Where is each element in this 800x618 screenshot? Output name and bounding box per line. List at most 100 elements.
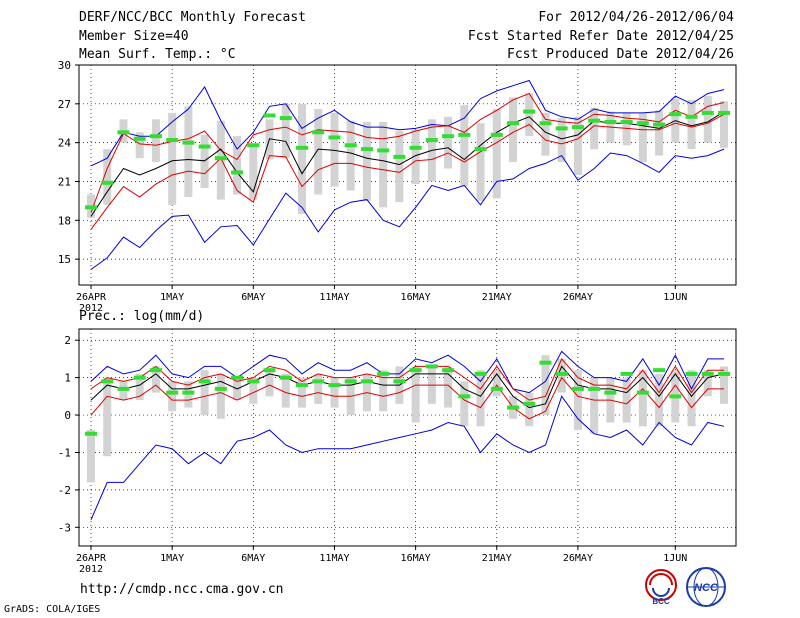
ncc-logo: NCC bbox=[686, 567, 726, 607]
temp-range-bar bbox=[379, 121, 388, 208]
forecast-produced-date: Fcst Produced Date 2012/04/26 bbox=[507, 47, 734, 62]
temp-median-marker bbox=[685, 114, 698, 119]
temp-range-bar bbox=[151, 119, 160, 163]
temp-range-bar bbox=[557, 118, 566, 163]
precip-median-marker bbox=[166, 390, 179, 395]
temp-median-marker bbox=[166, 138, 179, 143]
temp-lower-spread-line bbox=[90, 113, 725, 230]
precip-range-bar bbox=[541, 355, 550, 416]
bcc-logo: BCC bbox=[645, 569, 677, 606]
temp-ensemble-max-line bbox=[90, 79, 725, 167]
temp-range-bar bbox=[314, 109, 323, 195]
svg-text:NCC: NCC bbox=[694, 582, 719, 594]
temp-x-tick-label: 6MAY bbox=[241, 292, 265, 303]
temp-median-marker bbox=[296, 145, 308, 150]
precip-range-bar bbox=[281, 373, 290, 408]
temp-median-marker bbox=[653, 122, 666, 127]
temp-range-bar bbox=[509, 97, 517, 163]
precip-range-bar bbox=[655, 373, 664, 427]
precip-y-tick-label: 2 bbox=[64, 334, 71, 347]
temp-median-marker bbox=[442, 134, 455, 139]
precip-range-bar bbox=[249, 377, 258, 404]
precip-x-tick-label: 1MAY bbox=[160, 553, 184, 564]
temp-range-bar bbox=[492, 109, 501, 199]
temp-range-bar bbox=[346, 120, 355, 191]
precip-x-tick-label: 26MAY bbox=[563, 553, 593, 564]
precip-variable-label: Prec.: log(mm/d) bbox=[79, 309, 205, 324]
temp-mean-line bbox=[90, 111, 725, 217]
temp-median-marker bbox=[149, 134, 162, 139]
precip-range-bar bbox=[525, 392, 534, 427]
temp-median-marker bbox=[669, 112, 682, 117]
temp-median-marker bbox=[231, 170, 244, 175]
precip-range-bar bbox=[330, 377, 339, 408]
temp-range-bar bbox=[541, 112, 550, 156]
precip-median-marker bbox=[182, 390, 195, 395]
temp-range-bar bbox=[233, 136, 242, 195]
precip-y-tick-label: 1 bbox=[64, 372, 71, 385]
precip-median-marker bbox=[117, 386, 130, 391]
temp-median-marker bbox=[344, 143, 357, 148]
precip-x-tick-label: 21MAY bbox=[482, 553, 512, 564]
precip-median-marker bbox=[588, 386, 601, 391]
temp-median-marker bbox=[101, 180, 114, 185]
precip-range-bar bbox=[168, 381, 177, 412]
temp-range-bar bbox=[460, 105, 469, 187]
temp-median-marker bbox=[620, 119, 633, 124]
precip-median-marker bbox=[85, 431, 97, 436]
temp-range-bar bbox=[249, 143, 258, 200]
precip-y-tick-label: 0 bbox=[64, 409, 71, 422]
precip-median-marker bbox=[312, 379, 325, 384]
temp-y-tick-label: 21 bbox=[58, 175, 71, 188]
precip-median-marker bbox=[263, 368, 276, 373]
forecast-period: For 2012/04/26-2012/06/04 bbox=[538, 10, 734, 25]
temp-plot-frame bbox=[78, 64, 737, 286]
temp-median-marker bbox=[588, 118, 601, 123]
precip-range-bar bbox=[265, 370, 274, 397]
precip-range-bar bbox=[379, 370, 388, 412]
temp-median-marker bbox=[425, 138, 438, 143]
temp-median-marker bbox=[636, 121, 649, 126]
precip-range-bar bbox=[573, 370, 582, 431]
temp-range-bar bbox=[298, 103, 306, 214]
precip-range-bar bbox=[476, 370, 485, 427]
variable-label: Mean Surf. Temp.: °C bbox=[79, 47, 236, 62]
precip-y-tick-label: -1 bbox=[58, 446, 71, 459]
temp-median-marker bbox=[279, 116, 292, 121]
precip-median-marker bbox=[490, 386, 503, 391]
precip-x-tick-label: 6MAY bbox=[241, 553, 265, 564]
precip-median-marker bbox=[425, 364, 438, 369]
precip-range-bar bbox=[444, 366, 453, 408]
temp-range-bar bbox=[444, 116, 453, 169]
temp-range-bar bbox=[395, 131, 404, 203]
precip-range-bar bbox=[638, 370, 647, 427]
precip-median-marker bbox=[442, 368, 455, 373]
precip-median-marker bbox=[458, 394, 471, 399]
precip-median-marker bbox=[393, 379, 406, 384]
temp-range-bar bbox=[720, 101, 728, 148]
precip-x-tick-label: 1JUN bbox=[663, 553, 687, 564]
precip-median-marker bbox=[101, 379, 114, 384]
temp-range-bar bbox=[411, 129, 420, 185]
precip-median-marker bbox=[653, 368, 666, 373]
precip-y-tick-label: -3 bbox=[58, 521, 71, 534]
temp-median-marker bbox=[133, 136, 146, 141]
precip-upper-spread-line bbox=[90, 357, 724, 401]
precip-median-marker bbox=[149, 368, 162, 373]
temp-median-marker bbox=[458, 132, 471, 137]
precip-lower-spread-line bbox=[90, 376, 724, 420]
precip-range-bar bbox=[687, 370, 696, 427]
temp-median-marker bbox=[393, 154, 406, 159]
temp-range-bar bbox=[525, 93, 534, 137]
temp-median-marker bbox=[247, 143, 260, 148]
temp-range-bar bbox=[703, 96, 712, 143]
temp-median-marker bbox=[604, 119, 617, 124]
precip-range-bar bbox=[151, 366, 160, 393]
temp-median-marker bbox=[718, 110, 730, 115]
temp-range-bar bbox=[330, 112, 339, 187]
temp-median-marker bbox=[409, 145, 422, 150]
temp-x-tick-label: 16MAY bbox=[401, 292, 431, 303]
temp-range-bar bbox=[281, 103, 290, 159]
precip-median-marker bbox=[555, 371, 568, 376]
